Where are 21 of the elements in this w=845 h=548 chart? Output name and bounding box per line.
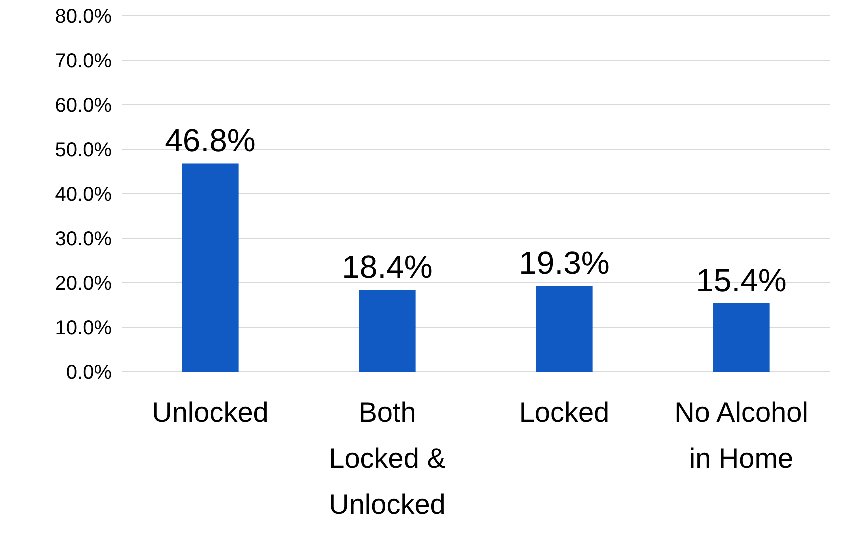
x-tick-label: Both Locked & Unlocked xyxy=(329,397,446,520)
bar xyxy=(359,290,416,372)
data-label: 15.4% xyxy=(696,262,787,298)
y-tick-label: 40.0% xyxy=(55,184,112,206)
y-tick-label: 30.0% xyxy=(55,228,112,250)
bar xyxy=(182,164,239,372)
y-tick-label: 20.0% xyxy=(55,273,112,295)
data-label: 18.4% xyxy=(342,249,433,286)
x-tick-label: Locked xyxy=(519,397,610,428)
y-tick-label: 80.0% xyxy=(55,6,112,28)
x-tick-label: No Alcohol in Home xyxy=(674,397,808,474)
x-tick-label: Unlocked xyxy=(152,397,269,428)
data-label: 46.8% xyxy=(165,122,256,159)
y-tick-label: 70.0% xyxy=(55,50,112,72)
bar xyxy=(713,303,770,372)
data-label: 19.3% xyxy=(519,245,610,282)
y-tick-label: 50.0% xyxy=(55,140,112,162)
y-tick-label: 60.0% xyxy=(55,95,112,117)
bar xyxy=(536,286,593,372)
y-tick-label: 10.0% xyxy=(55,318,112,340)
y-tick-label: 0.0% xyxy=(66,362,112,384)
